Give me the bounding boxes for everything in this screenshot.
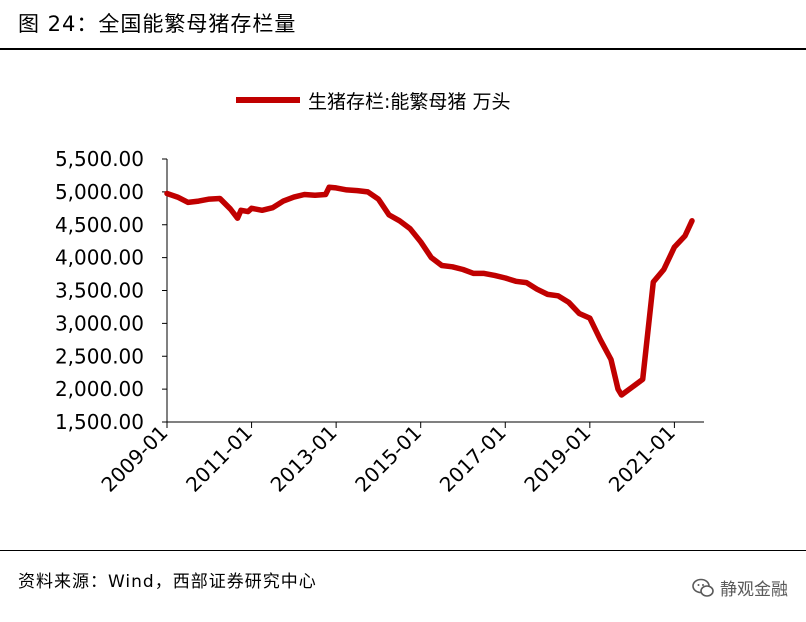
y-tick-label: 5,000.00 [55, 180, 144, 204]
bottom-rule [0, 550, 806, 551]
x-tick-label: 2021-01 [604, 421, 680, 497]
y-axis-ticks: 1,500.00 2,000.00 2,500.00 3,000.00 3,500.00… [55, 147, 167, 434]
x-tick-label: 2011-01 [181, 421, 257, 497]
chart-legend: 生猪存栏:能繁母猪 万头 [236, 91, 510, 113]
y-tick-label: 2,500.00 [55, 344, 144, 368]
y-tick-label: 3,500.00 [55, 279, 144, 303]
series-line-sow-inventory [164, 184, 695, 398]
y-tick-label: 2,000.00 [55, 377, 144, 401]
brand-name: 静观金融 [720, 580, 788, 600]
sow-inventory-line-chart: 生猪存栏:能繁母猪 万头 1,500.00 2,000.00 2,500.00 3,0… [55, 91, 704, 497]
y-tick-label: 4,000.00 [55, 246, 144, 270]
top-rule [0, 48, 806, 50]
x-tick-label: 2013-01 [266, 421, 342, 497]
x-tick-label: 2019-01 [519, 421, 595, 497]
source-note: 资料来源：Wind，西部证券研究中心 [18, 572, 317, 592]
y-tick-label: 5,500.00 [55, 147, 144, 171]
wechat-icon [692, 578, 714, 597]
chart-axes [166, 159, 704, 423]
y-tick-label: 1,500.00 [55, 410, 144, 434]
figure-title: 图 24：全国能繁母猪存栏量 [18, 12, 297, 36]
legend-label: 生猪存栏:能繁母猪 万头 [308, 91, 510, 113]
y-tick-label: 3,000.00 [55, 311, 144, 335]
brand-watermark: 静观金融 [692, 575, 788, 600]
x-tick-label: 2017-01 [435, 421, 511, 497]
y-tick-label: 4,500.00 [55, 213, 144, 237]
x-axis-ticks: 2009-01 2011-01 2013-01 2015-01 2017-01 2019-… [96, 421, 679, 497]
x-tick-label: 2015-01 [350, 421, 426, 497]
